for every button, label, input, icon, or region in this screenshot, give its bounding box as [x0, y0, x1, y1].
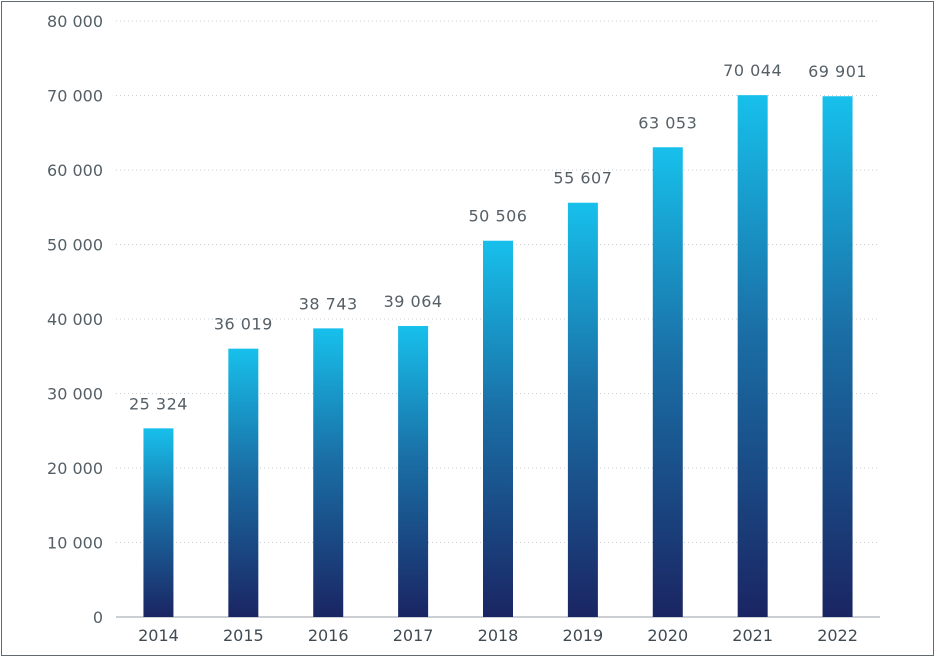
bar-2014: [143, 428, 174, 617]
y-axis: 0 10 000 20 000 30 000 40 000 50 000 60 000 70 …: [47, 12, 103, 627]
y-tick-label: 70 000: [47, 87, 103, 106]
x-tick-label-2020: 2020: [647, 626, 688, 645]
y-tick-label: 20 000: [47, 459, 103, 478]
data-label-2019: 55 607: [553, 169, 612, 188]
bar-2019: [567, 202, 598, 617]
x-tick-label-2019: 2019: [563, 626, 604, 645]
x-axis: 2014 2015 2016 2017 2018 2019 2020 2021 2022: [138, 626, 858, 645]
bars: [143, 95, 853, 618]
x-tick-label-2021: 2021: [732, 626, 773, 645]
y-tick-label: 30 000: [47, 385, 103, 404]
y-tick-label: 60 000: [47, 161, 103, 180]
y-tick-label: 0: [93, 608, 103, 627]
data-label-2017: 39 064: [384, 292, 443, 311]
data-label-2016: 38 743: [299, 294, 358, 313]
y-tick-label: 40 000: [47, 310, 103, 329]
y-tick-label: 50 000: [47, 236, 103, 255]
y-tick-label: 10 000: [47, 534, 103, 553]
bar-2021: [737, 95, 768, 618]
x-tick-label-2022: 2022: [817, 626, 858, 645]
data-label-2022: 69 901: [808, 62, 867, 81]
data-label-2021: 70 044: [723, 61, 782, 80]
bar-2020: [652, 147, 683, 617]
data-label-2014: 25 324: [129, 394, 188, 413]
data-label-2015: 36 019: [214, 315, 273, 334]
bar-2017: [398, 325, 429, 617]
x-tick-label-2017: 2017: [393, 626, 434, 645]
bar-2022: [822, 96, 853, 617]
y-tick-label: 80 000: [47, 12, 103, 31]
x-tick-label-2015: 2015: [223, 626, 264, 645]
x-tick-label-2014: 2014: [138, 626, 179, 645]
data-label-2018: 50 506: [469, 207, 528, 226]
bar-2016: [313, 328, 344, 617]
data-labels: 25 324 36 019 38 743 39 064 50 506 55 607 63 0…: [129, 61, 867, 413]
x-tick-label-2018: 2018: [478, 626, 519, 645]
bar-2018: [483, 240, 513, 618]
bar-2015: [228, 348, 259, 617]
data-label-2020: 63 053: [638, 113, 697, 132]
x-tick-label-2016: 2016: [308, 626, 349, 645]
